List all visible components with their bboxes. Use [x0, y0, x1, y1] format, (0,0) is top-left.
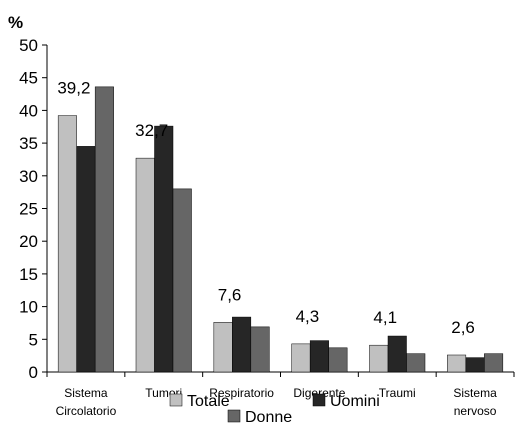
y-tick-label: 30 [19, 167, 38, 186]
bar-uomini [154, 125, 174, 373]
bar-donne [250, 326, 270, 373]
legend-label-totale: Totale [187, 393, 230, 410]
axes: 0 5 10 15 20 25 30 35 40 45 50 Sistema Circolatorio T… [19, 36, 515, 418]
x-category-label: Sistema Circolatorio [56, 386, 117, 418]
x-category-label: Sistema nervoso [453, 386, 497, 418]
bar-donne [172, 188, 192, 373]
bar-totale [447, 354, 467, 373]
x-category-label: Respiratorio [209, 386, 274, 400]
data-label: 4,3 [296, 307, 320, 326]
y-tick-label: 15 [19, 265, 38, 284]
data-label: 2,6 [451, 318, 475, 337]
x-category-label: Traumi [379, 386, 416, 400]
y-tick-label: 25 [19, 200, 38, 219]
y-tick-label: 20 [19, 232, 38, 251]
data-label: 39,2 [57, 79, 90, 98]
y-tick-label: 50 [19, 36, 38, 55]
bars [57, 86, 504, 373]
bar-totale [135, 157, 155, 373]
bar-totale [291, 343, 311, 373]
x-category-label: Digerente [293, 386, 345, 400]
legend-swatch-donne [227, 409, 241, 423]
bar-totale [213, 322, 233, 373]
legend-label-donne: Donne [245, 409, 292, 426]
y-tick-label: 10 [19, 298, 38, 317]
y-axis-unit-label: % [8, 13, 23, 32]
y-tick-label: 5 [29, 330, 38, 349]
bar-donne [484, 353, 504, 373]
data-label: 7,6 [218, 285, 242, 304]
bar-uomini [309, 340, 329, 373]
legend-label-uomini: Uomini [330, 393, 380, 410]
y-tick-label: 0 [29, 363, 38, 382]
y-tick-label: 35 [19, 134, 38, 153]
legend: Totale Uomini Donne [169, 393, 380, 426]
bar-donne [94, 86, 114, 373]
bar-totale [57, 115, 77, 373]
y-tick-label: 45 [19, 69, 38, 88]
data-label: 4,1 [373, 308, 397, 327]
bar-uomini [76, 146, 96, 373]
data-labels: 39,2 32,7 7,6 4,3 4,1 2,6 [57, 79, 475, 337]
bar-donne [406, 353, 426, 373]
bar-totale [369, 344, 389, 373]
legend-swatch-totale [169, 393, 183, 407]
data-label: 32,7 [135, 121, 168, 140]
legend-swatch-uomini [312, 393, 326, 407]
bar-uomini [465, 357, 485, 373]
bar-uomini [387, 335, 407, 373]
y-tick-label: 40 [19, 101, 38, 120]
bar-donne [328, 347, 348, 373]
bar-uomini [232, 316, 252, 373]
